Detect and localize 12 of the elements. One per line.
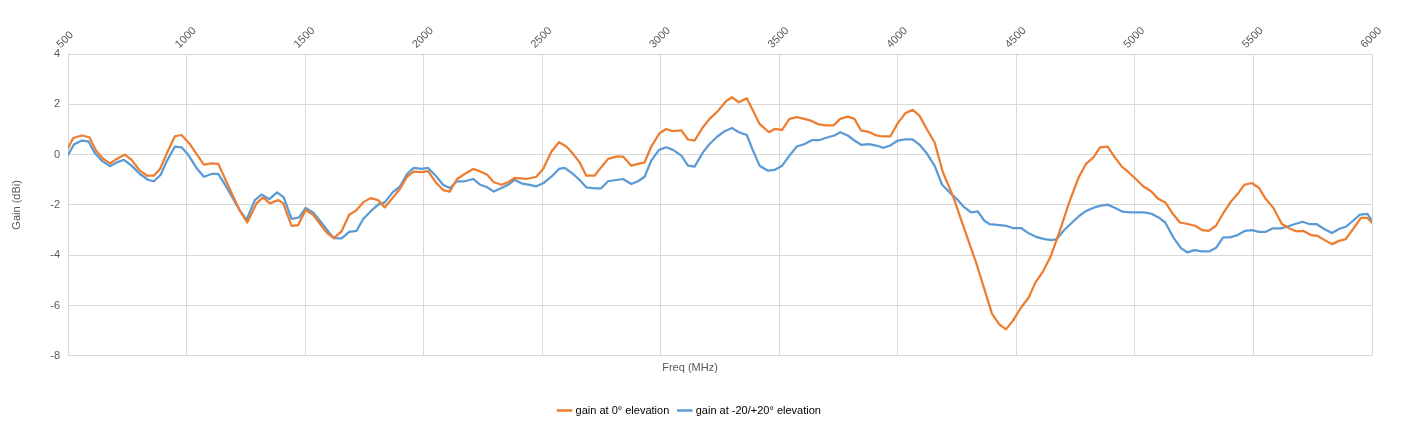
y-tick-label: -2 [50, 197, 60, 210]
legend-label: gain at 0° elevation [575, 403, 670, 416]
y-tick-label: -4 [50, 248, 60, 261]
x-axis-title: Freq (MHz) [662, 361, 718, 374]
y-tick-label: 0 [53, 147, 60, 160]
y-tick-label: -8 [50, 348, 60, 361]
y-tick-label: -6 [50, 298, 60, 311]
x-tick-label: 500 [53, 28, 76, 50]
legend-label: gain at -20/+20° elevation [695, 403, 821, 416]
y-tick-label: 4 [53, 47, 60, 60]
y-axis-title: Gain (dBi) [9, 180, 22, 230]
y-tick-label: 2 [53, 97, 60, 110]
